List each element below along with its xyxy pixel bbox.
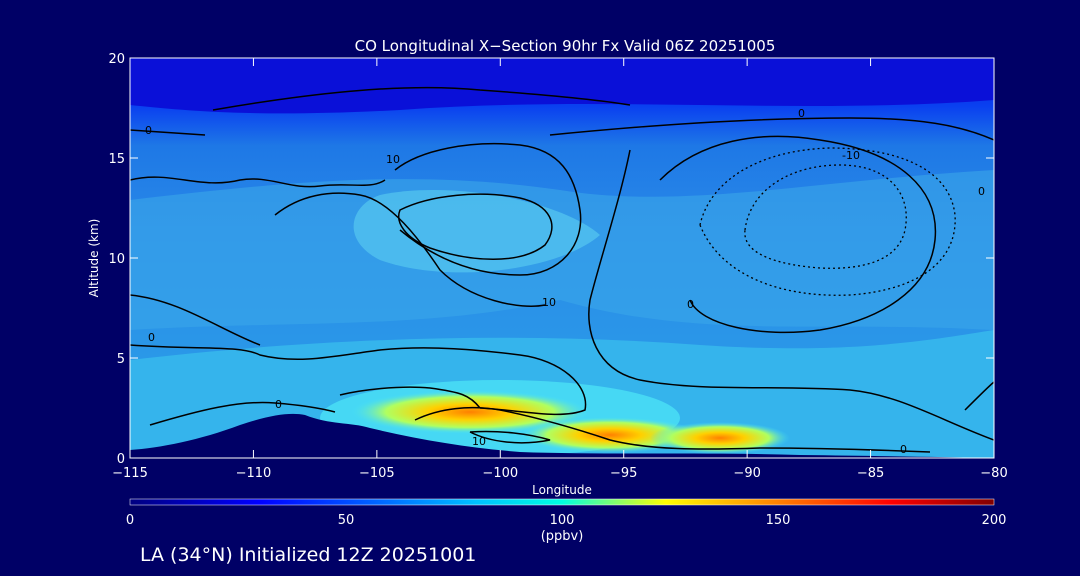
colorbar-tick-label: 200 xyxy=(982,513,1007,528)
x-tick-label: −95 xyxy=(610,466,637,481)
colorbar xyxy=(129,498,995,506)
contour-label: 0 xyxy=(148,331,155,344)
colorbar-tick-label: 100 xyxy=(550,513,575,528)
contour-label: 0 xyxy=(900,443,907,456)
colorbar-axis: 0 50 100 150 200 xyxy=(126,513,1007,528)
contour-label: 10 xyxy=(542,296,556,309)
footer-text: LA (34°N) Initialized 12Z 20251001 xyxy=(140,544,476,566)
contour-label: -10 xyxy=(842,149,860,162)
x-tick-label: −90 xyxy=(733,466,760,481)
x-axis-label: Longitude xyxy=(532,483,592,497)
contour-label: 0 xyxy=(978,185,985,198)
x-tick-label: −115 xyxy=(112,466,148,481)
colorbar-tick-label: 150 xyxy=(766,513,791,528)
y-tick-label: 15 xyxy=(108,152,125,167)
x-tick-label: −85 xyxy=(857,466,884,481)
x-tick-label: −110 xyxy=(236,466,272,481)
contour-labels: 0 10 0 0 10 -10 0 0 0 10 0 xyxy=(145,107,985,456)
contour-label: 10 xyxy=(472,435,486,448)
x-tick-label: −100 xyxy=(482,466,518,481)
contour-label: 10 xyxy=(386,153,400,166)
y-axis: 0 5 10 15 20 xyxy=(108,52,994,467)
y-tick-label: 10 xyxy=(108,252,125,267)
y-axis-label: Altitude (km) xyxy=(87,219,101,298)
colorbar-tick-label: 0 xyxy=(126,513,134,528)
contours xyxy=(130,86,994,453)
x-axis: −115 −110 −105 −100 −95 −90 −85 −80 xyxy=(112,58,1008,481)
contour-label: 0 xyxy=(275,398,282,411)
contour-label: 0 xyxy=(145,124,152,137)
contour-label: 0 xyxy=(798,107,805,120)
x-tick-label: −105 xyxy=(359,466,395,481)
y-tick-label: 20 xyxy=(108,52,125,67)
contour-label: 0 xyxy=(687,298,694,311)
x-tick-label: −80 xyxy=(980,466,1007,481)
colorbar-unit: (ppbv) xyxy=(541,529,584,544)
chart-title: CO Longitudinal X−Section 90hr Fx Valid … xyxy=(355,37,776,55)
colorbar-tick-label: 50 xyxy=(338,513,355,528)
y-tick-label: 0 xyxy=(117,452,125,467)
y-tick-label: 5 xyxy=(117,352,125,367)
terrain xyxy=(130,413,994,458)
plot-area xyxy=(130,58,994,458)
